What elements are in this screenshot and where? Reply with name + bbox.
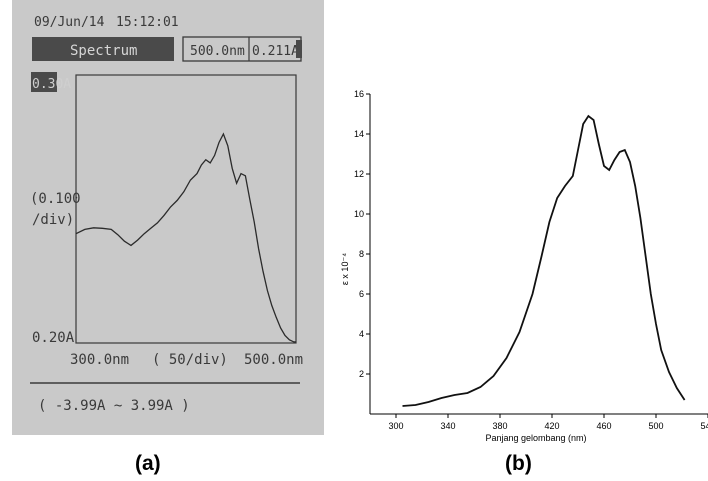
y-ticks-b: 2 4 6 8 10 12 14 16 [354, 89, 370, 379]
mode-label: Spectrum [70, 43, 137, 59]
y-tick-label: 4 [359, 329, 364, 339]
x-tick-label: 540 [700, 421, 708, 431]
y-scale-label-line1: (0.100 [30, 191, 81, 207]
x-tick-label: 500 [648, 421, 663, 431]
x-tick-label: 300 [388, 421, 403, 431]
readout-absorbance: 0.211A [252, 44, 299, 59]
absorption-chart-panel-b: 2 4 6 8 10 12 14 16 300 340 380 420 460 500 540 ε x 1… [340, 89, 708, 443]
y-top-label: 0.30A [32, 77, 71, 92]
y-axis-label-b: ε x 10⁻⁴ [340, 253, 350, 285]
caption-a: (a) [135, 452, 161, 475]
x-left-label: 300.0nm [70, 352, 129, 368]
x-tick-label: 460 [596, 421, 611, 431]
readout-wavelength: 500.0nm [190, 44, 245, 59]
x-tick-label: 420 [544, 421, 559, 431]
y-tick-label: 2 [359, 369, 364, 379]
plot-frame-a [75, 74, 297, 344]
spectrum-line-a [75, 132, 296, 343]
x-ticks-b: 300 340 380 420 460 500 540 [388, 414, 708, 431]
caption-b: (b) [505, 452, 532, 475]
x-axis-label-b: Panjang gelombang (nm) [485, 433, 586, 443]
readout-marker [296, 40, 302, 58]
printout-date: 09/Jun/14 [34, 15, 105, 30]
y-tick-label: 16 [354, 89, 364, 99]
spectrum-printout-panel-a: 09/Jun/14 15:12:01 Spectrum 500.0nm 0.21… [12, 0, 324, 435]
scan-background [12, 0, 324, 435]
y-tick-label: 8 [359, 249, 364, 259]
y-top-label-highlight [31, 72, 57, 92]
y-tick-label: 12 [354, 169, 364, 179]
printout-time: 15:12:01 [116, 15, 179, 30]
y-tick-label: 10 [354, 209, 364, 219]
axes-b [369, 94, 708, 415]
y-tick-label: 14 [354, 129, 364, 139]
y-tick-label: 6 [359, 289, 364, 299]
x-right-label: 500.0nm [244, 352, 303, 368]
x-div-label: ( 50/div) [152, 352, 228, 368]
y-bottom-label: 0.20A [32, 330, 75, 346]
x-tick-label: 380 [492, 421, 507, 431]
x-tick-label: 340 [440, 421, 455, 431]
range-label: ( -3.99A ~ 3.99A ) [38, 398, 190, 414]
absorption-line-b [402, 114, 686, 407]
y-scale-label-line2: /div) [32, 212, 74, 228]
mode-header-bar [32, 37, 174, 61]
